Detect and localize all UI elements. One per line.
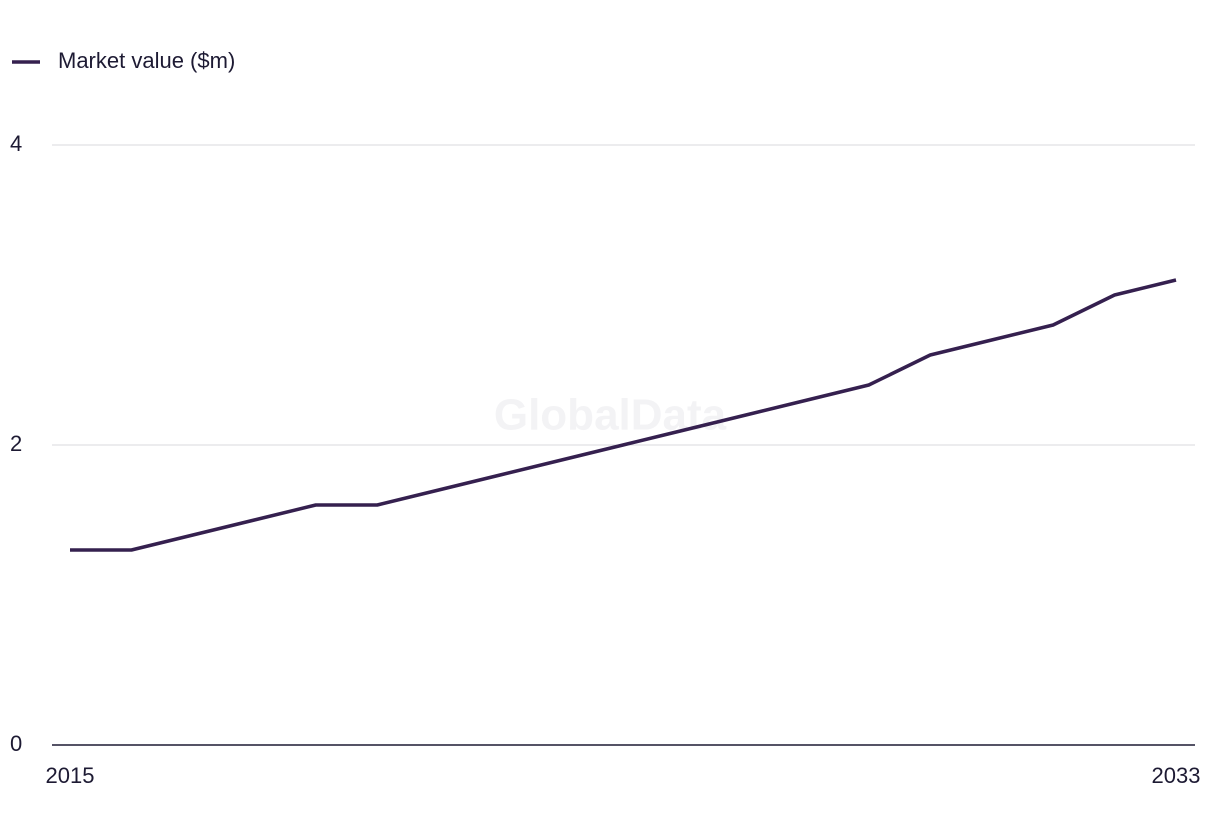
x-tick-label: 2015 [46,763,95,788]
legend-label: Market value ($m) [58,48,235,73]
x-tick-label: 2033 [1152,763,1201,788]
y-tick-label: 2 [10,431,22,456]
watermark: GlobalData [494,391,727,440]
y-tick-label: 4 [10,131,22,156]
y-tick-label: 0 [10,731,22,756]
line-series [70,278,1177,552]
